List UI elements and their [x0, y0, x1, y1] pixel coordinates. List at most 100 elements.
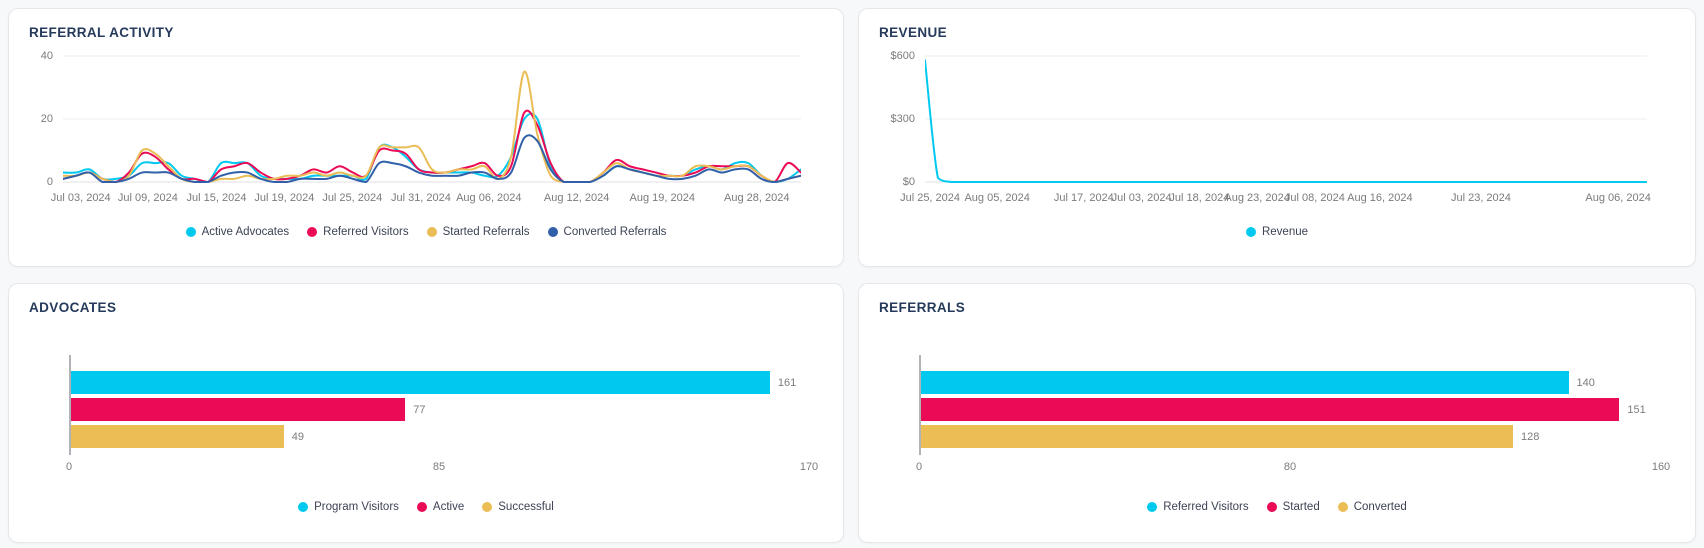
legend-dot-icon — [482, 502, 493, 512]
revenue-plot-area[interactable]: $0 $300 $600 — [891, 50, 1647, 188]
x-tick-label: 0 — [65, 461, 73, 473]
legend-label: Referred Visitors — [1163, 501, 1249, 513]
y-tick-label: 0 — [46, 176, 53, 188]
advocates-plot-area[interactable]: 161 77 49 — [69, 355, 809, 455]
legend-label: Referred Visitors — [323, 226, 409, 238]
bar-started[interactable] — [921, 398, 1620, 421]
x-tick-label: Jul 17, 2024 — [1053, 192, 1114, 204]
legend-dot-icon — [1266, 502, 1277, 512]
bar-row: 77 — [71, 398, 809, 421]
referral-activity-canvas[interactable] — [63, 52, 801, 184]
bar-program-visitors[interactable] — [71, 371, 770, 394]
legend-item-active-advocates[interactable]: Active Advocates — [185, 226, 289, 238]
advocates-x-axis-labels: 0 85 170 — [65, 461, 818, 475]
legend-dot-icon — [547, 227, 558, 237]
advocates-legend: Program Visitors Active Successful — [29, 501, 823, 513]
x-tick-label: Jul 25, 2024 — [322, 192, 383, 204]
revenue-canvas[interactable] — [925, 52, 1647, 184]
legend-label: Revenue — [1261, 226, 1309, 238]
legend-item-active[interactable]: Active — [416, 501, 465, 513]
x-tick-label: Aug 19, 2024 — [629, 192, 695, 204]
bar-converted[interactable] — [921, 425, 1513, 448]
x-tick-label: Aug 05, 2024 — [964, 192, 1030, 204]
y-tick-label: $300 — [890, 113, 915, 125]
revenue-legend: Revenue — [879, 226, 1675, 238]
legend-dot-icon — [1147, 502, 1158, 512]
legend-item-started[interactable]: Started — [1266, 501, 1320, 513]
x-tick-label: Aug 06, 2024 — [456, 192, 522, 204]
referrals-x-axis-labels: 0 80 160 — [915, 461, 1670, 475]
referral-activity-card: REFERRAL ACTIVITY 0 20 40 Jul 03, 2024 Jul 0… — [8, 8, 844, 267]
series-line-revenue — [925, 59, 1647, 183]
x-tick-label: 160 — [1651, 461, 1671, 473]
legend-dot-icon — [1337, 502, 1348, 512]
legend-dot-icon — [1245, 227, 1256, 237]
legend-item-converted[interactable]: Converted — [1337, 501, 1407, 513]
x-tick-label: 170 — [799, 461, 819, 473]
advocates-title: ADVOCATES — [29, 300, 117, 315]
referral-activity-plot-area[interactable]: 0 20 40 — [41, 50, 801, 188]
series-line-converted-referrals — [63, 134, 801, 183]
legend-item-successful[interactable]: Successful — [482, 501, 554, 513]
revenue-card: REVENUE $0 $300 $600 Jul 25, 2024 Aug 05, 20… — [858, 8, 1696, 267]
x-tick-label: Jul 23, 2024 — [1450, 192, 1511, 204]
legend-label: Program Visitors — [314, 501, 399, 513]
revenue-x-axis-labels: Jul 25, 2024 Aug 05, 2024 Jul 17, 2024 Jul … — [900, 192, 1651, 206]
legend-label: Converted Referrals — [563, 226, 667, 238]
bar-value-label: 49 — [291, 430, 304, 443]
bar-referred-visitors[interactable] — [921, 371, 1569, 394]
x-tick-label: Jul 09, 2024 — [117, 192, 178, 204]
bar-active[interactable] — [71, 398, 406, 421]
legend-dot-icon — [307, 227, 318, 237]
legend-item-revenue[interactable]: Revenue — [1245, 226, 1309, 238]
legend-item-started-referrals[interactable]: Started Referrals — [426, 226, 530, 238]
x-tick-label: 80 — [1283, 461, 1297, 473]
legend-dot-icon — [416, 502, 427, 512]
advocates-chart: 161 77 49 0 85 170 Program Visitors Active Succe… — [29, 355, 823, 513]
x-tick-label: Jul 15, 2024 — [186, 192, 247, 204]
y-tick-label: 20 — [40, 113, 53, 125]
series-line-started-referrals — [63, 70, 801, 183]
referral-activity-title: REFERRAL ACTIVITY — [29, 25, 174, 40]
referrals-title: REFERRALS — [879, 300, 966, 315]
legend-dot-icon — [426, 227, 437, 237]
legend-item-referred-visitors[interactable]: Referred Visitors — [307, 226, 409, 238]
referrals-chart: 140 151 128 0 80 160 Referred Visitors Started C… — [879, 355, 1675, 513]
referral-activity-legend: Active Advocates Referred Visitors Started… — [29, 226, 823, 238]
referrals-plot-area[interactable]: 140 151 128 — [919, 355, 1661, 455]
x-tick-label: Jul 08, 2024 — [1284, 192, 1345, 204]
legend-item-referred-visitors[interactable]: Referred Visitors — [1147, 501, 1249, 513]
x-tick-label: 85 — [432, 461, 446, 473]
x-tick-label: Aug 28, 2024 — [723, 192, 790, 204]
referral-activity-chart: 0 20 40 Jul 03, 2024 Jul 09, 2024 Jul 15, 202… — [29, 50, 823, 238]
legend-label: Successful — [498, 501, 554, 513]
legend-label: Started Referrals — [442, 226, 530, 238]
y-tick-label: $0 — [902, 176, 915, 188]
bar-row: 151 — [921, 398, 1661, 421]
y-tick-label: $600 — [890, 50, 915, 62]
x-tick-label: Jul 19, 2024 — [254, 192, 315, 204]
bar-successful[interactable] — [71, 425, 284, 448]
bar-row: 140 — [921, 371, 1661, 394]
legend-label: Started — [1282, 501, 1320, 513]
legend-item-program-visitors[interactable]: Program Visitors — [298, 501, 399, 513]
x-tick-label: Aug 16, 2024 — [1347, 192, 1413, 204]
bar-value-label: 128 — [1521, 430, 1540, 443]
bar-row: 161 — [71, 371, 809, 394]
legend-label: Converted — [1353, 501, 1407, 513]
referrals-card: REFERRALS 140 151 128 0 80 160 Referred Visito… — [858, 283, 1696, 543]
x-tick-label: Aug 12, 2024 — [543, 192, 610, 204]
x-tick-label: 0 — [915, 461, 923, 473]
revenue-title: REVENUE — [879, 25, 948, 40]
legend-dot-icon — [298, 502, 309, 512]
legend-dot-icon — [185, 227, 196, 237]
x-tick-label: Jul 31, 2024 — [390, 192, 451, 204]
x-tick-label: Aug 23, 2024 — [1224, 192, 1290, 204]
legend-item-converted-referrals[interactable]: Converted Referrals — [547, 226, 667, 238]
legend-label: Active — [432, 501, 465, 513]
bar-value-label: 140 — [1576, 376, 1595, 389]
bar-value-label: 77 — [413, 403, 426, 416]
bar-value-label: 161 — [777, 376, 797, 389]
bar-row: 128 — [921, 425, 1661, 448]
